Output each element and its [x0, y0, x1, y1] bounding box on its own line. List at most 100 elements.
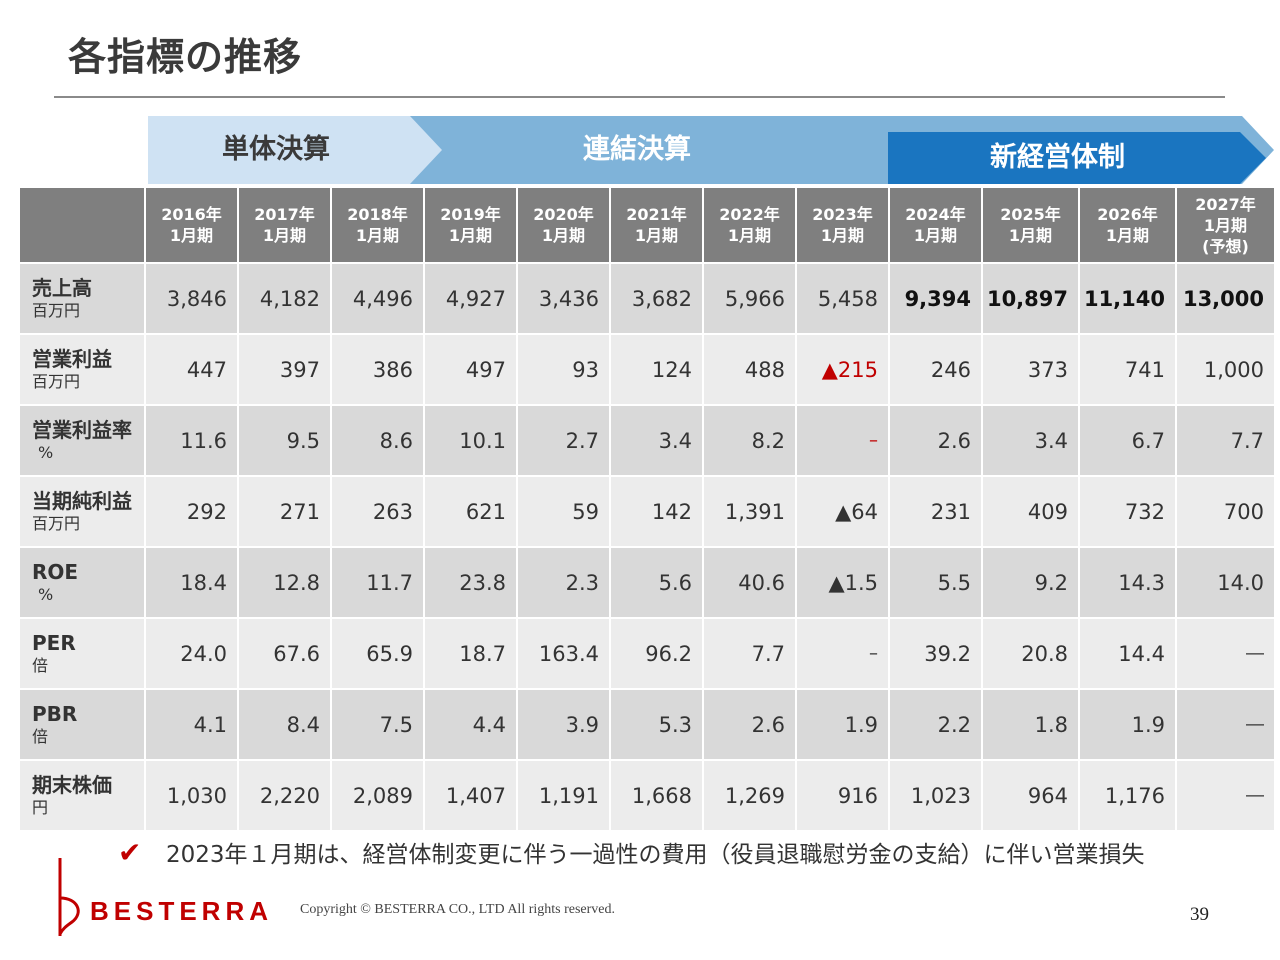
row-header: ROE% — [18, 546, 146, 619]
table-cell: 1,668 — [609, 759, 704, 832]
phase-arrows — [148, 116, 1274, 184]
column-period: 1月期 — [1105, 226, 1150, 245]
column-year: 2019年 — [440, 205, 501, 224]
column-year: 2017年 — [254, 205, 315, 224]
table-cell: 5,458 — [795, 262, 890, 335]
column-header: 2020年 1月期 — [516, 186, 611, 264]
table-cell: – — [795, 404, 890, 477]
row-unit: 倍 — [32, 726, 49, 746]
row-header: 売上高 百万円 — [18, 262, 146, 335]
column-header: 2024年 1月期 — [888, 186, 983, 264]
row-unit: % — [38, 584, 54, 604]
column-period: 1月期 — [355, 226, 400, 245]
table-cell: 3.9 — [516, 688, 611, 761]
table-cell: 65.9 — [330, 617, 425, 690]
table-cell: 3,846 — [144, 262, 239, 335]
table-cell: 1,191 — [516, 759, 611, 832]
table-cell: 96.2 — [609, 617, 704, 690]
indicators-table: 2016年 1月期 2017年 1月期 2018年 1月期 2019年 1月期 2020年 1月期… — [18, 186, 1276, 832]
table-cell: 10.1 — [423, 404, 518, 477]
column-period: 1月期 — [448, 226, 493, 245]
table-cell: 1,391 — [702, 475, 797, 548]
column-header: 2019年 1月期 — [423, 186, 518, 264]
table-cell: ― — [1175, 688, 1276, 761]
besterra-logo: BESTERRA — [58, 858, 268, 936]
column-header: 2016年 1月期 — [144, 186, 239, 264]
column-year: 2024年 — [905, 205, 966, 224]
column-year: 2027年 — [1195, 194, 1256, 214]
column-year: 2026年 — [1097, 205, 1158, 224]
table-cell: 397 — [237, 333, 332, 406]
table-cell: 1.8 — [981, 688, 1080, 761]
row-unit: 百万円 — [32, 300, 81, 320]
table-corner-cell — [18, 186, 146, 264]
column-period: 1月期 — [262, 226, 307, 245]
table-cell: 9.5 — [237, 404, 332, 477]
table-cell: 271 — [237, 475, 332, 548]
table-cell: 9.2 — [981, 546, 1080, 619]
table-cell: 2.3 — [516, 546, 611, 619]
table-cell: 373 — [981, 333, 1080, 406]
table-cell: 621 — [423, 475, 518, 548]
table-row: PBR 倍 4.1 8.4 7.5 4.4 3.9 5.3 2.6 1.9 2.2 1.8 1.9 ― — [18, 688, 1276, 761]
row-label: 営業利益率 — [32, 417, 132, 442]
table-cell: 4.1 — [144, 688, 239, 761]
table-cell: 386 — [330, 333, 425, 406]
table-cell: 5.6 — [609, 546, 704, 619]
column-period: 1月期 — [913, 226, 958, 245]
column-period: 1月期 — [541, 226, 586, 245]
table-cell: 1,023 — [888, 759, 983, 832]
table-cell: 2.6 — [888, 404, 983, 477]
row-unit: 百万円 — [32, 513, 81, 533]
table-cell: 246 — [888, 333, 983, 406]
row-header: PER 倍 — [18, 617, 146, 690]
column-header: 2021年 1月期 — [609, 186, 704, 264]
table-row: 当期純利益 百万円 292 271 263 621 59 142 1,391 ▲64 231 409 7… — [18, 475, 1276, 548]
table-cell: – — [795, 617, 890, 690]
phase-arrow-new-management — [888, 132, 1266, 184]
table-cell: 8.4 — [237, 688, 332, 761]
table-cell: 916 — [795, 759, 890, 832]
column-header: 2025年 1月期 — [981, 186, 1080, 264]
table-cell: ― — [1175, 759, 1276, 832]
table-cell: ▲215 — [795, 333, 890, 406]
table-cell: 231 — [888, 475, 983, 548]
row-label: PER — [32, 630, 76, 655]
table-cell: 4,496 — [330, 262, 425, 335]
table-cell: 8.2 — [702, 404, 797, 477]
table-cell: 488 — [702, 333, 797, 406]
table-cell: 2.7 — [516, 404, 611, 477]
table-cell: 1,176 — [1078, 759, 1177, 832]
table-cell: 3.4 — [981, 404, 1080, 477]
check-icon: ✔ — [118, 836, 142, 869]
table-cell: 2,089 — [330, 759, 425, 832]
table-cell: ― — [1175, 617, 1276, 690]
row-header: 営業利益 百万円 — [18, 333, 146, 406]
page-number: 39 — [1190, 904, 1209, 925]
table-body: 売上高 百万円 3,846 4,182 4,496 4,927 3,436 3,682 5,96… — [18, 262, 1276, 832]
row-label: 期末株価 — [32, 772, 112, 797]
table-cell: 4,927 — [423, 262, 518, 335]
table-cell: 741 — [1078, 333, 1177, 406]
table-cell: 964 — [981, 759, 1080, 832]
table-cell: 23.8 — [423, 546, 518, 619]
row-header: 営業利益率% — [18, 404, 146, 477]
table-cell: 13,000 — [1175, 262, 1276, 335]
table-row: ROE% 18.4 12.8 11.7 23.8 2.3 5.6 40.6 ▲1.5 5.5 9.2… — [18, 546, 1276, 619]
table-cell: 447 — [144, 333, 239, 406]
column-year: 2021年 — [626, 205, 687, 224]
column-period: 1月期 — [820, 226, 865, 245]
table-cell: 1.9 — [795, 688, 890, 761]
table-cell: 14.4 — [1078, 617, 1177, 690]
table-cell: 10,897 — [981, 262, 1080, 335]
table-cell: 59 — [516, 475, 611, 548]
table-cell: 67.6 — [237, 617, 332, 690]
table-cell: 2.2 — [888, 688, 983, 761]
column-year: 2025年 — [1000, 205, 1061, 224]
column-year: 2020年 — [533, 205, 594, 224]
copyright-text: Copyright © BESTERRA CO., LTD All rights… — [300, 902, 616, 917]
column-header: 2026年 1月期 — [1078, 186, 1177, 264]
row-unit: 百万円 — [32, 371, 81, 391]
column-header: 2022年 1月期 — [702, 186, 797, 264]
phase-label-consolidated: 連結決算 — [583, 134, 691, 165]
